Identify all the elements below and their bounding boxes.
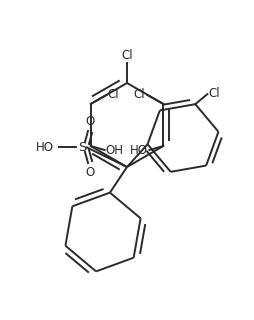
Text: Cl: Cl: [134, 87, 145, 100]
Text: HO: HO: [36, 140, 54, 154]
Text: Cl: Cl: [208, 87, 220, 100]
Text: HO: HO: [130, 143, 148, 156]
Text: Cl: Cl: [108, 87, 119, 100]
Text: S: S: [78, 140, 86, 154]
Text: OH: OH: [106, 143, 124, 156]
Text: Cl: Cl: [121, 49, 133, 62]
Text: O: O: [85, 166, 95, 179]
Text: O: O: [85, 115, 95, 128]
